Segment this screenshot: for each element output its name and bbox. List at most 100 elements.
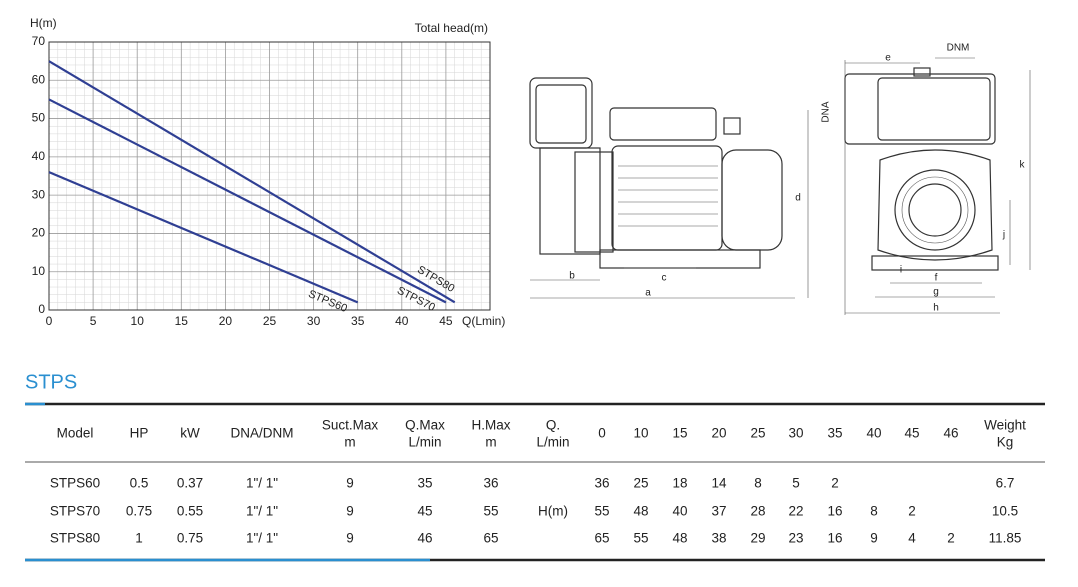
table-header: 15 — [672, 426, 687, 441]
y-tick-label: 0 — [38, 302, 45, 316]
table-cell: 45 — [417, 504, 432, 519]
table-cell: 8 — [870, 504, 878, 519]
table-cell: 65 — [594, 531, 609, 546]
y-tick-label: 30 — [32, 187, 46, 201]
x-tick-label: 20 — [219, 314, 233, 328]
x-tick-label: 40 — [395, 314, 409, 328]
x-tick-label: 30 — [307, 314, 321, 328]
table-cell: STPS60 — [50, 476, 100, 491]
x-tick-label: 45 — [439, 314, 453, 328]
side-view-drawing — [529, 77, 809, 299]
table-cell: 16 — [827, 504, 842, 519]
x-tick-label: 0 — [46, 314, 53, 328]
x-tick-label: 35 — [351, 314, 365, 328]
dimension-label: DNM — [947, 43, 970, 54]
y-tick-label: 20 — [32, 226, 46, 240]
x-tick-label: 25 — [263, 314, 277, 328]
table-cell: STPS70 — [50, 504, 100, 519]
y-tick-label: 40 — [32, 149, 46, 163]
table-cell: 28 — [750, 504, 765, 519]
table-header: 30 — [788, 426, 803, 441]
x-tick-label: 5 — [90, 314, 97, 328]
dimension-label: e — [885, 53, 891, 64]
table-header: 45 — [904, 426, 919, 441]
table-cell: 46 — [417, 531, 432, 546]
series-line — [48, 60, 456, 304]
table-header: Model — [57, 426, 94, 441]
dimension-label: d — [795, 193, 801, 204]
table-header: Weight — [984, 418, 1026, 433]
table-cell: 9 — [346, 476, 354, 491]
table-cell: 38 — [711, 531, 726, 546]
table-cell: 48 — [633, 504, 648, 519]
table-header: 46 — [943, 426, 958, 441]
table-cell: 11.85 — [989, 531, 1022, 546]
table-cell: 55 — [483, 504, 498, 519]
table-cell: 9 — [870, 531, 878, 546]
table-cell: 1"/ 1" — [246, 531, 278, 546]
x-tick-label: 10 — [131, 314, 145, 328]
table-header: 10 — [633, 426, 648, 441]
section-title: STPS — [25, 371, 77, 393]
front-view-drawing — [844, 57, 1031, 315]
dimension-label: h — [933, 303, 939, 314]
table-header: HP — [130, 426, 149, 441]
table-cell: 65 — [483, 531, 498, 546]
table-cell: 0.37 — [177, 476, 203, 491]
table-header: kW — [180, 426, 200, 441]
table-header: L/min — [408, 435, 441, 450]
table-cell: 23 — [788, 531, 803, 546]
table-cell: 29 — [750, 531, 765, 546]
table-cell: 14 — [711, 476, 727, 491]
table-header: DNA/DNM — [231, 426, 294, 441]
dimension-label: i — [900, 265, 902, 276]
table-cell: 0.75 — [126, 504, 152, 519]
y-tick-label: 70 — [32, 34, 46, 48]
table-cell: 2 — [831, 476, 839, 491]
y-tick-label: 50 — [32, 111, 46, 125]
x-tick-label: 15 — [175, 314, 189, 328]
table-cell: 2 — [947, 531, 955, 546]
plot-frame — [48, 41, 491, 311]
table-cell: 40 — [672, 504, 687, 519]
series-label: STPS60 — [306, 288, 348, 315]
table-cell: 1"/ 1" — [246, 504, 278, 519]
table-cell: H(m) — [538, 504, 568, 519]
y-axis-label: H(m) — [30, 16, 57, 30]
table-header: 40 — [866, 426, 881, 441]
table-cell: 4 — [908, 531, 916, 546]
chart-title: Total head(m) — [415, 21, 488, 35]
table-cell: 16 — [827, 531, 842, 546]
table-cell: 25 — [633, 476, 648, 491]
dimension-label: k — [1020, 160, 1026, 171]
table-header: L/min — [536, 435, 569, 450]
table-cell: 37 — [711, 504, 726, 519]
table-cell: 0.75 — [177, 531, 203, 546]
table-cell: STPS80 — [50, 531, 100, 546]
table-header: m — [344, 435, 355, 450]
table-cell: 9 — [346, 504, 354, 519]
table-cell: 2 — [908, 504, 916, 519]
table-cell: 18 — [672, 476, 687, 491]
table-header: Suct.Max — [322, 418, 379, 433]
table-cell: 0.5 — [130, 476, 149, 491]
table-header: Q. — [546, 418, 560, 433]
series-line — [48, 98, 447, 304]
y-tick-label: 10 — [32, 264, 46, 278]
table-header: Kg — [997, 435, 1014, 450]
table-cell: 0.55 — [177, 504, 203, 519]
table-header: 35 — [827, 426, 842, 441]
y-tick-label: 60 — [32, 72, 46, 86]
table-cell: 1"/ 1" — [246, 476, 278, 491]
table-cell: 55 — [594, 504, 609, 519]
table-header: m — [485, 435, 496, 450]
table-header: H.Max — [471, 418, 510, 433]
table-header: 25 — [750, 426, 765, 441]
table-cell: 36 — [594, 476, 609, 491]
table-header: 20 — [711, 426, 726, 441]
dimension-label: g — [933, 287, 939, 298]
table-cell: 9 — [346, 531, 354, 546]
table-cell: 6.7 — [996, 476, 1015, 491]
